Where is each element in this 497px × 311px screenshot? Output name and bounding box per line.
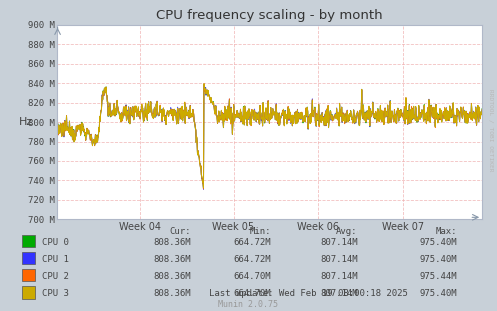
Text: 975.40M: 975.40M (419, 255, 457, 264)
Text: 808.36M: 808.36M (154, 272, 191, 281)
Text: 807.14M: 807.14M (320, 238, 358, 247)
Text: 975.40M: 975.40M (419, 238, 457, 247)
Text: RRDTOOL / TOBI OETIKER: RRDTOOL / TOBI OETIKER (489, 89, 494, 172)
Text: 807.14M: 807.14M (320, 289, 358, 298)
Text: 808.36M: 808.36M (154, 238, 191, 247)
Text: Avg:: Avg: (336, 227, 358, 236)
Text: 807.14M: 807.14M (320, 272, 358, 281)
Text: 664.72M: 664.72M (233, 255, 271, 264)
Text: Last update: Wed Feb 19 08:00:18 2025: Last update: Wed Feb 19 08:00:18 2025 (209, 289, 408, 298)
Text: 664.70M: 664.70M (233, 289, 271, 298)
Text: 664.70M: 664.70M (233, 272, 271, 281)
Y-axis label: Hz: Hz (19, 117, 33, 127)
Text: Min:: Min: (249, 227, 271, 236)
Text: 808.36M: 808.36M (154, 255, 191, 264)
Text: Munin 2.0.75: Munin 2.0.75 (219, 300, 278, 309)
Text: 807.14M: 807.14M (320, 255, 358, 264)
Text: 975.40M: 975.40M (419, 289, 457, 298)
Text: CPU 2: CPU 2 (42, 272, 69, 281)
Text: Max:: Max: (436, 227, 457, 236)
Text: Cur:: Cur: (170, 227, 191, 236)
Text: CPU 3: CPU 3 (42, 289, 69, 298)
Text: CPU 0: CPU 0 (42, 238, 69, 247)
Text: 808.36M: 808.36M (154, 289, 191, 298)
Text: 975.44M: 975.44M (419, 272, 457, 281)
Title: CPU frequency scaling - by month: CPU frequency scaling - by month (157, 9, 383, 22)
Text: 664.72M: 664.72M (233, 238, 271, 247)
Text: CPU 1: CPU 1 (42, 255, 69, 264)
